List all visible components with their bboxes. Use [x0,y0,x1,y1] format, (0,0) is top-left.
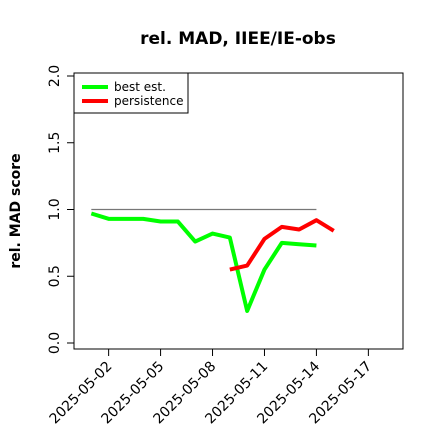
legend: best est. persistence [73,72,189,114]
series-line-best-est [90,211,317,313]
y-tick-label: 0.0 [47,332,63,354]
y-tick-label: 1.5 [47,132,63,154]
chart-title: rel. MAD, IIEE/IE-obs [140,29,336,49]
y-tick-label: 0.5 [47,265,63,287]
series-line-persistence [229,218,335,272]
legend-label-best-est: best est. [114,80,166,94]
y-tick-label: 2.0 [47,65,63,87]
y-axis-label: rel. MAD score [8,153,24,268]
y-tick-label: 1.0 [47,198,63,220]
plot-area [73,72,404,350]
y-axis: 0.0 0.5 1.0 1.5 2.0 [47,65,74,354]
legend-label-persistence: persistence [114,94,183,108]
legend-box [73,72,189,114]
series-group [90,211,335,313]
x-axis: 2025-05-022025-05-052025-05-082025-05-11… [47,349,375,427]
